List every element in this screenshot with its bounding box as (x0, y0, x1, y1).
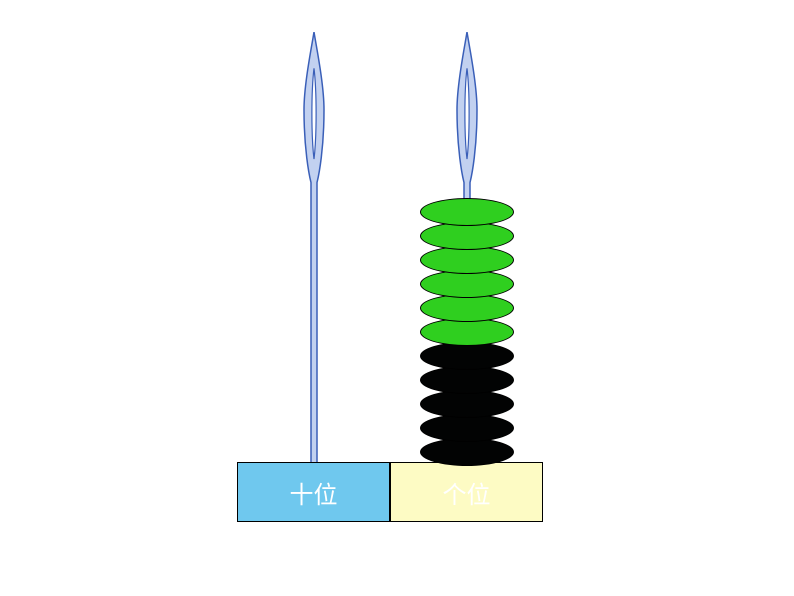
tens-label: 十位 (290, 475, 338, 510)
tens-box: 十位 (237, 462, 390, 522)
bead (420, 222, 514, 250)
bead (420, 438, 514, 466)
tens-needle (299, 32, 329, 464)
bead (420, 366, 514, 394)
bead (420, 318, 514, 346)
bead (420, 414, 514, 442)
bead (420, 294, 514, 322)
ones-label: 个位 (443, 475, 491, 510)
bead (420, 342, 514, 370)
bead (420, 390, 514, 418)
bead (420, 198, 514, 226)
bead (420, 270, 514, 298)
bead (420, 246, 514, 274)
ones-box: 个位 (390, 462, 543, 522)
